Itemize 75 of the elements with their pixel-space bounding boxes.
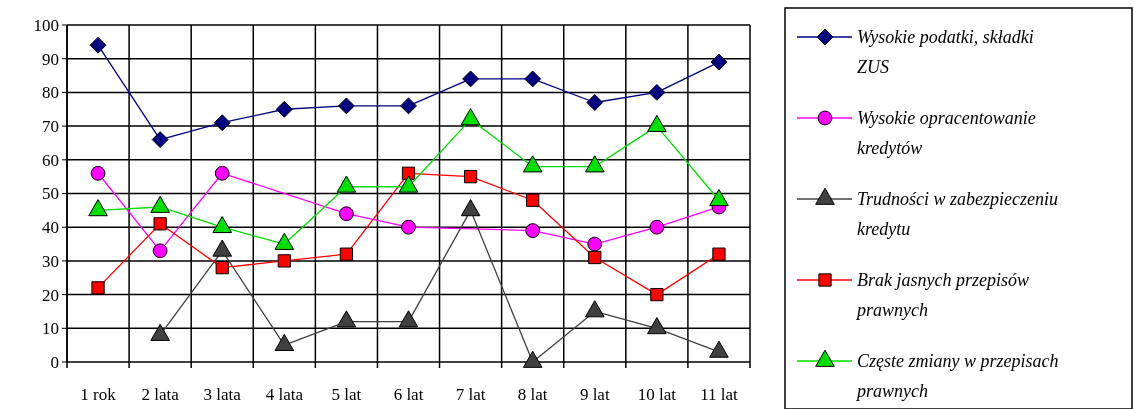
point bbox=[709, 340, 729, 358]
y-tick-label: 40 bbox=[42, 218, 59, 238]
y-tick-label: 60 bbox=[42, 150, 59, 170]
x-tick-label: 6 lat bbox=[393, 385, 424, 404]
legend-label: Trudności w zabezpieczeniu kredytu bbox=[857, 189, 1058, 239]
point bbox=[522, 155, 543, 173]
y-tick-label: 100 bbox=[33, 15, 59, 35]
point bbox=[584, 300, 605, 318]
point bbox=[648, 83, 666, 101]
y-tick-label: 30 bbox=[42, 251, 59, 271]
x-tick-label: 1 rok bbox=[80, 385, 117, 404]
point bbox=[336, 175, 357, 193]
y-tick-label: 10 bbox=[42, 319, 59, 339]
point bbox=[526, 193, 540, 207]
point bbox=[584, 155, 605, 173]
point bbox=[712, 247, 726, 261]
point bbox=[213, 114, 231, 132]
point bbox=[524, 70, 542, 88]
point bbox=[151, 131, 169, 148]
point bbox=[460, 199, 481, 217]
point bbox=[709, 188, 729, 207]
point bbox=[215, 261, 229, 275]
point bbox=[88, 199, 108, 217]
x-tick-label: 10 lat bbox=[637, 385, 677, 404]
y-tick-label: 0 bbox=[50, 352, 59, 372]
point bbox=[586, 94, 604, 111]
point bbox=[274, 232, 295, 250]
point bbox=[214, 165, 230, 181]
x-tick-label: 8 lat bbox=[517, 385, 548, 404]
point bbox=[588, 250, 602, 265]
point bbox=[400, 97, 417, 115]
point bbox=[522, 350, 543, 368]
point bbox=[398, 310, 419, 328]
legend-label: Wysokie opracentowanie kredytów bbox=[857, 108, 1036, 158]
point bbox=[150, 195, 170, 213]
y-tick-label: 90 bbox=[42, 49, 59, 69]
y-tick-label: 50 bbox=[42, 184, 59, 204]
point bbox=[398, 175, 419, 193]
point bbox=[710, 53, 728, 71]
point bbox=[91, 281, 105, 295]
point bbox=[337, 97, 355, 115]
point bbox=[152, 243, 168, 259]
legend-label: Wysokie podatki, składki ZUS bbox=[857, 27, 1034, 77]
point bbox=[89, 36, 107, 54]
x-tick-label: 5 lat bbox=[331, 385, 362, 404]
y-tick-label: 80 bbox=[42, 83, 59, 103]
point bbox=[462, 70, 480, 88]
point bbox=[212, 215, 233, 234]
point bbox=[275, 100, 293, 118]
point bbox=[277, 254, 291, 268]
point bbox=[153, 217, 167, 231]
point bbox=[336, 310, 357, 328]
point bbox=[339, 247, 354, 261]
x-tick-label: 7 lat bbox=[455, 385, 486, 404]
x-tick-label: 3 lata bbox=[203, 385, 242, 404]
point bbox=[650, 287, 664, 302]
point bbox=[525, 223, 541, 238]
legend-label: Brak jasnych przepisów prawnych bbox=[855, 270, 1029, 320]
point bbox=[401, 219, 416, 235]
point bbox=[647, 317, 667, 335]
x-tick-label: 2 lata bbox=[141, 385, 180, 404]
point bbox=[339, 206, 354, 222]
point bbox=[587, 236, 603, 252]
x-tick-label: 4 lata bbox=[265, 385, 304, 404]
legend-label: Częste zmiany w przepisach prawnych bbox=[855, 351, 1059, 401]
x-tick-label: 11 lat bbox=[700, 385, 739, 404]
x-tick-label: 9 lat bbox=[579, 385, 610, 404]
point bbox=[274, 333, 295, 352]
point bbox=[463, 170, 478, 184]
point bbox=[150, 323, 170, 341]
y-tick-label: 70 bbox=[42, 117, 59, 137]
y-tick-label: 20 bbox=[42, 285, 59, 305]
point bbox=[90, 165, 106, 181]
point bbox=[649, 219, 665, 235]
point bbox=[212, 239, 233, 257]
